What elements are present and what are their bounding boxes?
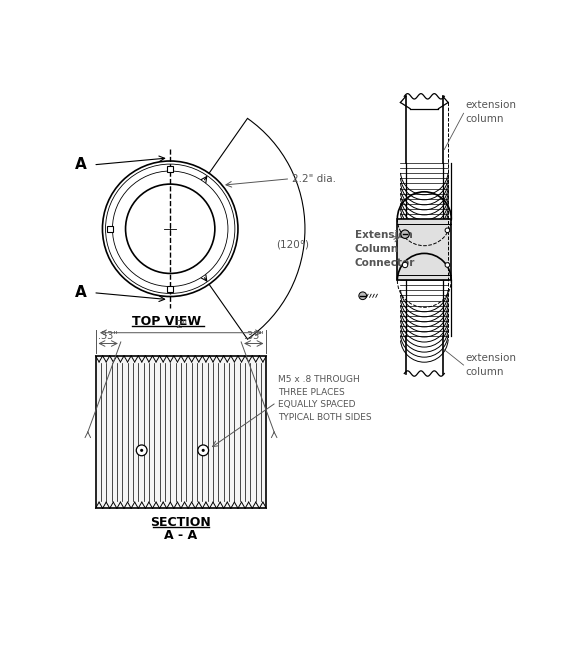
Circle shape [198, 445, 209, 456]
Text: A: A [75, 285, 87, 300]
Text: .33": .33" [244, 331, 264, 341]
Circle shape [403, 263, 408, 268]
Circle shape [140, 449, 143, 452]
Text: M5 x .8 THROUGH
THREE PLACES
EQUALLY SPACED
TYPICAL BOTH SIDES: M5 x .8 THROUGH THREE PLACES EQUALLY SPA… [278, 375, 372, 422]
Text: 2": 2" [175, 320, 187, 329]
Bar [107, 226, 113, 232]
Bar [167, 286, 173, 292]
Circle shape [445, 228, 450, 232]
Bar [96, 356, 266, 508]
Text: .33": .33" [98, 331, 118, 341]
Text: extension
column: extension column [465, 100, 516, 124]
Circle shape [445, 263, 450, 267]
Text: extension
column: extension column [465, 353, 516, 377]
Bar [167, 166, 173, 172]
Text: (120°): (120°) [276, 239, 309, 249]
Circle shape [202, 449, 205, 452]
Circle shape [136, 445, 147, 456]
Text: SECTION: SECTION [151, 516, 211, 530]
Text: 2.2" dia.: 2.2" dia. [292, 174, 336, 184]
Circle shape [359, 292, 367, 300]
Text: Extension
Column
Connector: Extension Column Connector [355, 230, 415, 269]
Bar [397, 218, 451, 281]
Text: A: A [75, 158, 87, 172]
Circle shape [401, 230, 409, 238]
Text: A - A: A - A [164, 529, 198, 542]
Text: TOP VIEW: TOP VIEW [132, 315, 201, 328]
